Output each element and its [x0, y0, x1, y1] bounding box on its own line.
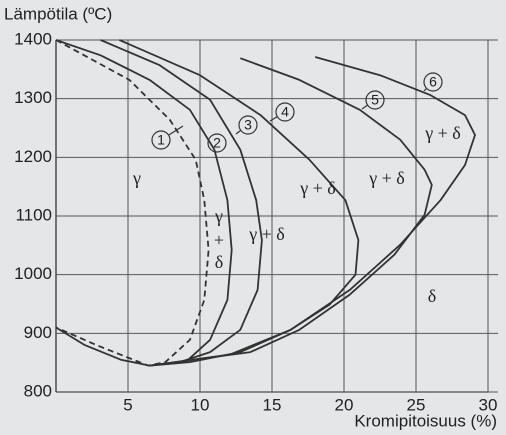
phase-curve — [55, 39, 233, 367]
y-tick-label: 1000 — [14, 264, 52, 283]
label-leader — [423, 87, 428, 92]
label-circle — [365, 90, 385, 110]
y-tick-label: 1400 — [14, 29, 52, 48]
label-circle — [151, 130, 171, 150]
series-label: 1 — [157, 132, 165, 148]
region-label: δ — [215, 252, 223, 272]
series-label: 2 — [213, 135, 221, 151]
phase-curve — [149, 57, 433, 367]
region-label: γ — [132, 168, 141, 188]
y-tick-label: 1200 — [14, 147, 52, 166]
x-tick-label: 10 — [191, 395, 210, 414]
x-tick-label: 25 — [407, 395, 426, 414]
label-leader — [168, 125, 184, 136]
x-axis-label: Kromipitoisuus (%) — [354, 411, 497, 430]
label-circle — [207, 133, 227, 153]
x-tick-label: 30 — [479, 395, 498, 414]
series-label: 5 — [371, 92, 379, 108]
label-leader — [361, 104, 368, 110]
x-tick-label: 20 — [335, 395, 354, 414]
y-tick-label: 1100 — [15, 205, 52, 224]
phase-curve — [100, 39, 263, 367]
phase-curve — [119, 39, 360, 367]
region-label: γ + δ — [368, 168, 405, 188]
y-tick-label: 1300 — [14, 88, 52, 107]
region-label: δ — [428, 286, 436, 306]
region-label: γ + δ — [299, 178, 336, 198]
region-label: γ — [214, 206, 223, 226]
region-label: γ + δ — [424, 123, 461, 143]
y-tick-label: 900 — [24, 323, 52, 342]
series-label: 6 — [429, 74, 437, 90]
x-tick-label: 15 — [263, 395, 282, 414]
region-label: + — [214, 230, 224, 250]
label-circle — [238, 115, 258, 135]
x-tick-label: 5 — [123, 395, 132, 414]
series-label: 3 — [244, 117, 252, 133]
label-leader — [269, 116, 278, 122]
phase-curve — [149, 56, 476, 367]
phase-curve — [55, 39, 210, 367]
region-label: γ + δ — [248, 224, 285, 244]
series-label: 4 — [281, 104, 289, 120]
label-leader — [235, 129, 242, 135]
label-circle — [275, 102, 295, 122]
y-tick-label: 800 — [24, 381, 52, 400]
chart-title: Lämpötila (ºC) — [4, 4, 112, 23]
label-circle — [423, 72, 443, 92]
